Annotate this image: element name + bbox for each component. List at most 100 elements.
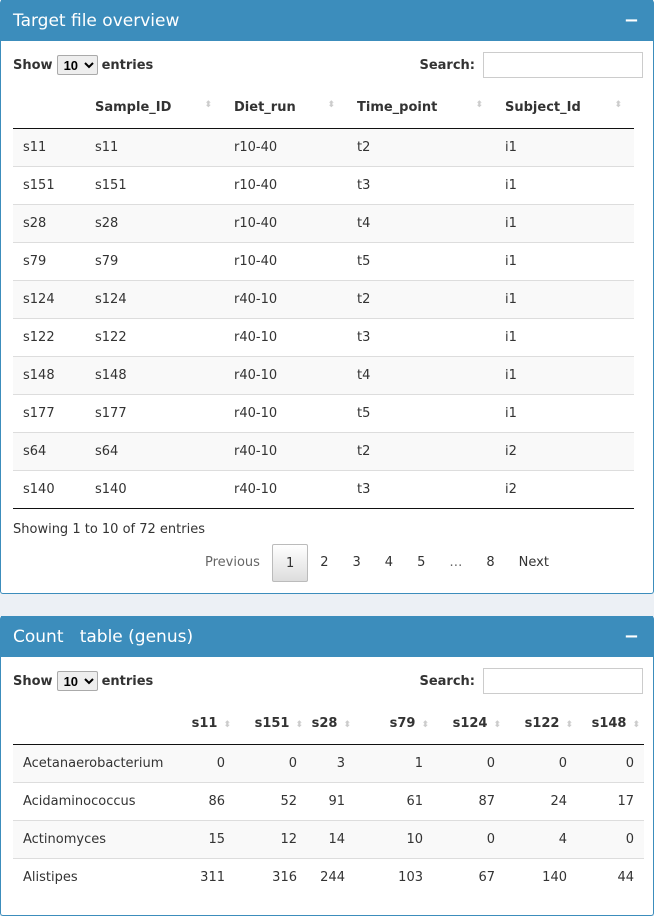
column-header[interactable]: s28 ⬍ [307,703,355,745]
column-header [13,703,163,745]
table-row: s122 s122 r40-10 t3 i1 [13,317,634,356]
table-row: s28 s28 r10-40 t4 i1 [13,203,634,242]
entries-select[interactable]: 10 [56,671,98,691]
table-cell: s148 [85,355,224,394]
table-cell: i1 [495,393,634,432]
column-header[interactable]: Subject_Id ⬍ [495,87,634,129]
table-cell: s79 [13,241,85,280]
table-cell: 17 [577,781,644,820]
table-row: s11 s11 r10-40 t2 i1 [13,127,634,166]
entries-select[interactable]: 10 [56,55,98,75]
table-cell: 0 [433,743,505,782]
page-button[interactable]: 8 [486,555,495,570]
page-button[interactable]: 3 [352,555,361,570]
sort-icon[interactable]: ⬍ [204,99,212,110]
column-header-label: s28 [311,715,338,731]
table-cell: 44 [577,857,644,896]
table-cell: r10-40 [224,165,347,204]
column-header[interactable]: s124 ⬍ [433,703,505,745]
table-row: s64 s64 r40-10 t2 i2 [13,431,634,470]
ellipsis: … [449,555,463,570]
table-cell: 316 [235,857,307,896]
table-cell: r40-10 [224,317,347,356]
previous-button[interactable]: Previous [205,555,260,570]
table-cell: 0 [577,819,644,858]
table-cell: 24 [505,781,577,820]
search-label: Search: [419,673,475,689]
box-header: Target file overview − [1,0,653,41]
table-cell: t3 [347,317,495,356]
table-row: Alistipes 311 316 244 103 67 140 44 [13,857,644,896]
table-cell: s124 [85,279,224,318]
sort-icon[interactable]: ⬍ [565,719,573,730]
target-file-overview-box: Target file overview − Show 10 entries S… [0,0,654,594]
table-cell: 52 [235,781,307,820]
table-cell: 67 [433,857,505,896]
entries-label: entries [101,673,154,689]
table-cell: 10 [355,819,433,858]
table-cell: s79 [85,241,224,280]
show-label: Show [13,673,53,689]
table-cell: s64 [13,431,85,470]
table-cell: r10-40 [224,203,347,242]
table-cell: r40-10 [224,431,347,470]
table-cell: i2 [495,431,634,470]
pagination: Previous 1 2 3 4 5 … 8 Next [193,544,561,582]
table-cell: t3 [347,165,495,204]
sort-icon[interactable]: ⬍ [475,99,483,110]
table-cell: Acidaminococcus [13,781,163,820]
collapse-button[interactable]: − [623,10,639,31]
column-header[interactable]: Diet_run ⬍ [224,87,347,129]
table-cell: 0 [433,819,505,858]
table-cell: s177 [85,393,224,432]
next-button[interactable]: Next [518,555,549,570]
table-cell: s140 [85,469,224,509]
column-header-label: Time_point [357,99,438,115]
table-cell: 140 [505,857,577,896]
box-header: Count table (genus) − [1,616,653,657]
sort-icon[interactable]: ⬍ [632,719,640,730]
table-cell: 86 [163,781,235,820]
page-button[interactable]: 5 [417,555,426,570]
table-cell: r10-40 [224,241,347,280]
search-input[interactable] [483,52,643,78]
sort-icon[interactable]: ⬍ [295,719,303,730]
sort-icon[interactable]: ⬍ [343,719,351,730]
table-cell: 244 [307,857,355,896]
table-cell: Alistipes [13,857,163,896]
table-cell: 12 [235,819,307,858]
table-cell: 61 [355,781,433,820]
table-cell: s11 [85,127,224,166]
sort-icon[interactable]: ⬍ [421,719,429,730]
column-header[interactable]: s11 ⬍ [163,703,235,745]
column-header[interactable]: s151 ⬍ [235,703,307,745]
column-header[interactable]: s122 ⬍ [505,703,577,745]
sort-icon[interactable]: ⬍ [493,719,501,730]
page-button[interactable]: 2 [320,555,329,570]
table-cell: s151 [85,165,224,204]
show-label: Show [13,57,53,73]
table-cell: 87 [433,781,505,820]
page-button[interactable]: 1 [271,544,309,582]
table-cell: r40-10 [224,355,347,394]
column-header[interactable]: s79 ⬍ [355,703,433,745]
page-button[interactable]: 4 [384,555,394,570]
sort-icon[interactable]: ⬍ [614,99,622,110]
table-cell: r40-10 [224,279,347,318]
table-cell: t3 [347,469,495,509]
search-input[interactable] [483,668,643,694]
table-cell: r10-40 [224,127,347,166]
table-cell: s122 [13,317,85,356]
table-cell: t2 [347,279,495,318]
sort-icon[interactable]: ⬍ [223,719,231,730]
table-cell: s28 [85,203,224,242]
column-header[interactable]: s148 ⬍ [577,703,644,745]
column-header[interactable]: Time_point ⬍ [347,87,495,129]
sort-icon[interactable]: ⬍ [327,99,335,110]
table-cell: i1 [495,203,634,242]
table-row: Acidaminococcus 86 52 91 61 87 24 17 [13,781,644,820]
table-cell: 0 [505,743,577,782]
column-header[interactable]: Sample_ID ⬍ [85,87,224,129]
collapse-button[interactable]: − [623,626,639,647]
table-cell: i1 [495,317,634,356]
